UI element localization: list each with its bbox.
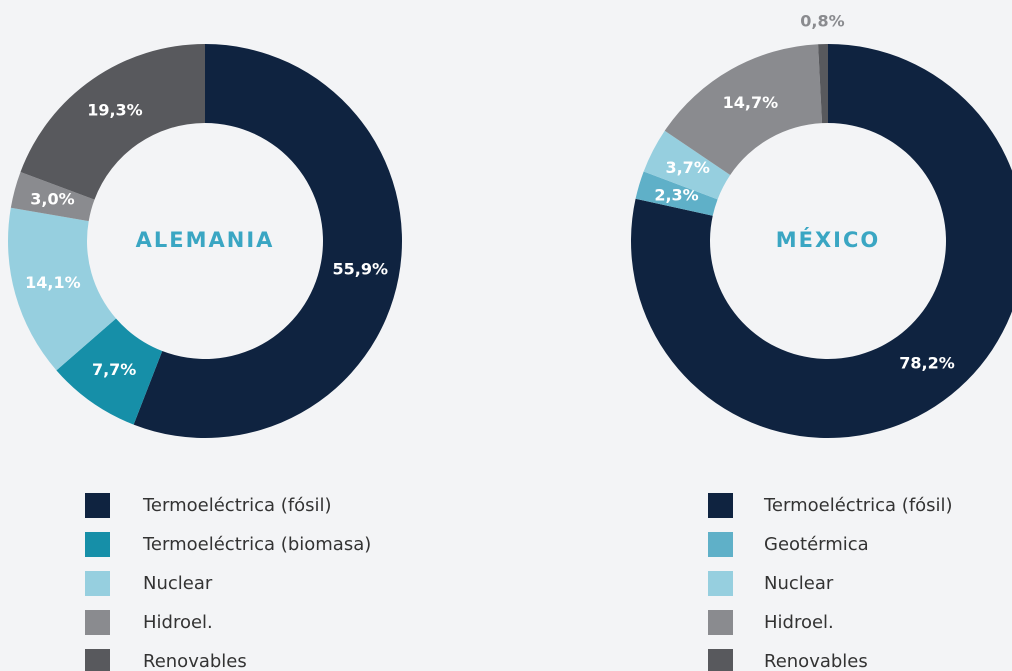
data-label: 14,1% [25,273,81,292]
slice [635,171,718,216]
legend-label: Renovables [143,651,247,671]
data-label: 0,8% [800,12,844,31]
legend-label: Geotérmica [764,534,869,555]
legend-label: Hidroel. [143,612,213,633]
legend-label: Hidroel. [764,612,834,633]
slice [56,318,163,425]
chart-title: ALEMANIA [136,228,275,252]
legend-swatch [708,571,733,596]
legend-label: Nuclear [143,573,213,594]
slice [133,44,403,439]
slice [10,171,95,222]
slice [664,44,823,175]
legend-label: Termoeléctrica (biomasa) [142,534,371,555]
legend-swatch [85,532,110,557]
data-label: 2,3% [654,186,698,205]
chart-title: MÉXICO [776,227,881,252]
data-label: 14,7% [723,93,779,112]
legend-swatch [85,571,110,596]
legend-label: Termoeléctrica (fósil) [142,495,332,516]
slice [818,44,828,124]
legend-swatch [708,610,733,635]
data-label: 19,3% [87,101,143,120]
data-label: 3,7% [665,158,709,177]
legend-swatch [708,649,733,671]
slice [20,44,206,200]
slice [643,130,731,200]
data-label: 7,7% [92,360,136,379]
legend-swatch [85,493,110,518]
data-label: 55,9% [333,260,389,279]
legend-swatch [85,649,110,671]
legend-label: Renovables [764,651,868,671]
data-label: 3,0% [30,189,74,208]
legend-swatch [708,532,733,557]
legend-label: Termoeléctrica (fósil) [763,495,953,516]
data-label: 78,2% [899,354,955,373]
slice [7,207,116,371]
slice [631,44,1012,438]
legend-swatch [708,493,733,518]
legend-swatch [85,610,110,635]
legend-label: Nuclear [764,573,834,594]
